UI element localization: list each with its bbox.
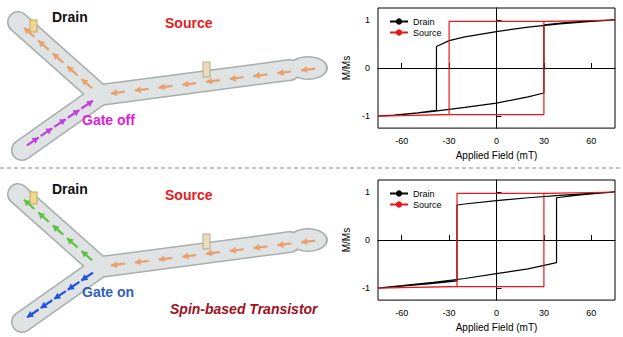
svg-text:Source: Source [413, 28, 442, 38]
svg-text:Source: Source [165, 15, 213, 31]
svg-text:1: 1 [365, 187, 370, 197]
svg-text:0: 0 [494, 136, 499, 146]
svg-text:Spin-based Transistor: Spin-based Transistor [170, 301, 319, 317]
svg-text:Drain: Drain [52, 9, 88, 25]
svg-text:-1: -1 [362, 111, 370, 121]
svg-text:30: 30 [539, 136, 549, 146]
svg-text:0: 0 [365, 235, 370, 245]
svg-text:Source: Source [165, 187, 213, 203]
svg-text:30: 30 [539, 308, 549, 318]
svg-text:60: 60 [586, 136, 596, 146]
svg-text:M/Ms: M/Ms [341, 56, 352, 80]
svg-text:1: 1 [365, 15, 370, 25]
svg-text:-30: -30 [443, 136, 456, 146]
svg-text:Drain: Drain [52, 181, 88, 197]
svg-text:M/Ms: M/Ms [341, 228, 352, 252]
svg-text:0: 0 [365, 63, 370, 73]
svg-text:Source: Source [413, 200, 442, 210]
svg-text:-30: -30 [443, 308, 456, 318]
svg-text:Drain: Drain [413, 189, 435, 199]
svg-text:Gate off: Gate off [82, 112, 135, 128]
svg-text:0: 0 [494, 308, 499, 318]
svg-text:Gate on: Gate on [82, 284, 134, 300]
svg-text:-60: -60 [395, 308, 408, 318]
svg-text:60: 60 [586, 308, 596, 318]
svg-text:Applied Field (mT): Applied Field (mT) [456, 322, 538, 333]
svg-text:Drain: Drain [413, 17, 435, 27]
svg-text:-60: -60 [395, 136, 408, 146]
svg-text:Applied Field (mT): Applied Field (mT) [456, 150, 538, 161]
svg-text:-1: -1 [362, 283, 370, 293]
